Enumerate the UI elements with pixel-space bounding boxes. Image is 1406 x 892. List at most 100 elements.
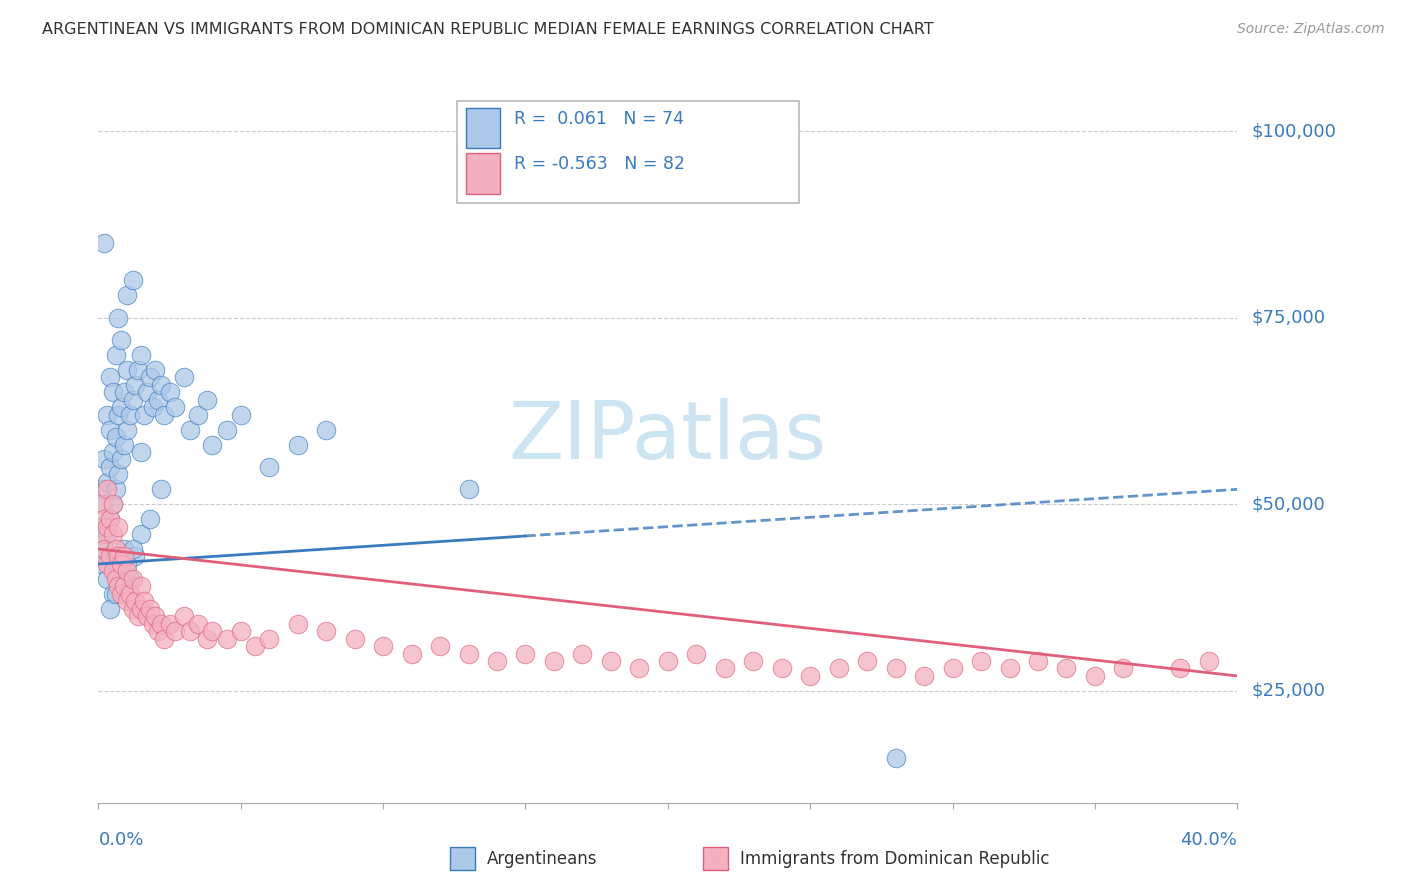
Text: Immigrants from Dominican Republic: Immigrants from Dominican Republic [740, 849, 1049, 868]
Point [90, 519, 112, 533]
Point [229, 624, 252, 639]
Point [98, 512, 121, 526]
Point [96, 572, 118, 586]
Point [165, 401, 187, 415]
Point [112, 385, 135, 400]
Point [90, 527, 112, 541]
Point [179, 423, 201, 437]
Point [714, 661, 737, 675]
Point [195, 392, 218, 407]
Point [115, 423, 138, 437]
Point [118, 408, 141, 422]
Point [129, 348, 152, 362]
Point [115, 594, 138, 608]
Point [571, 647, 593, 661]
Point [101, 587, 124, 601]
Point [150, 377, 173, 392]
Point [107, 408, 129, 422]
Point [104, 430, 127, 444]
Point [101, 565, 124, 579]
Point [127, 609, 149, 624]
Point [101, 445, 124, 459]
Text: Argentineans: Argentineans [486, 849, 598, 868]
Point [132, 408, 155, 422]
Point [93, 512, 115, 526]
Point [98, 370, 121, 384]
Point [201, 437, 224, 451]
Point [215, 423, 238, 437]
Point [115, 363, 138, 377]
Point [141, 616, 163, 631]
Point [148, 624, 170, 639]
Point [110, 557, 132, 571]
Point [121, 273, 143, 287]
Point [515, 647, 537, 661]
Point [912, 669, 935, 683]
Point [121, 542, 143, 557]
Text: $50,000: $50,000 [1251, 495, 1324, 513]
Point [1170, 661, 1192, 675]
Point [129, 445, 152, 459]
Point [187, 616, 209, 631]
Point [315, 423, 337, 437]
Point [98, 601, 121, 615]
Point [970, 654, 993, 668]
Point [259, 632, 281, 646]
Point [107, 557, 129, 571]
Point [828, 661, 851, 675]
Point [153, 632, 176, 646]
Point [104, 483, 127, 497]
Point [215, 632, 238, 646]
Point [856, 654, 879, 668]
Point [259, 459, 281, 474]
Point [124, 594, 146, 608]
Point [287, 437, 309, 451]
Point [124, 549, 146, 564]
Bar [467, 108, 501, 148]
Point [115, 288, 138, 302]
Point [112, 549, 135, 564]
Text: $75,000: $75,000 [1251, 309, 1326, 326]
Point [107, 310, 129, 325]
Text: Source: ZipAtlas.com: Source: ZipAtlas.com [1237, 22, 1385, 37]
Text: $100,000: $100,000 [1251, 122, 1336, 140]
Point [770, 661, 793, 675]
Point [107, 467, 129, 482]
Point [141, 401, 163, 415]
Point [628, 661, 651, 675]
Point [201, 624, 224, 639]
Text: $25,000: $25,000 [1251, 681, 1326, 700]
Point [104, 348, 127, 362]
Point [1056, 661, 1078, 675]
Point [101, 385, 124, 400]
Point [884, 751, 907, 765]
Point [150, 616, 173, 631]
Point [96, 483, 118, 497]
Point [115, 565, 138, 579]
Point [243, 639, 266, 653]
Point [998, 661, 1021, 675]
Point [942, 661, 965, 675]
Point [486, 654, 509, 668]
Point [124, 377, 146, 392]
Point [884, 661, 907, 675]
Point [110, 587, 132, 601]
Point [129, 601, 152, 615]
Point [110, 401, 132, 415]
Point [132, 594, 155, 608]
Point [121, 572, 143, 586]
Point [153, 408, 176, 422]
Point [315, 624, 337, 639]
Point [799, 669, 821, 683]
Point [112, 542, 135, 557]
Point [101, 497, 124, 511]
Bar [467, 153, 501, 194]
Point [1112, 661, 1135, 675]
Point [173, 370, 195, 384]
Point [159, 385, 181, 400]
Point [287, 616, 309, 631]
Point [96, 475, 118, 489]
Point [90, 497, 112, 511]
Point [187, 408, 209, 422]
Point [98, 549, 121, 564]
